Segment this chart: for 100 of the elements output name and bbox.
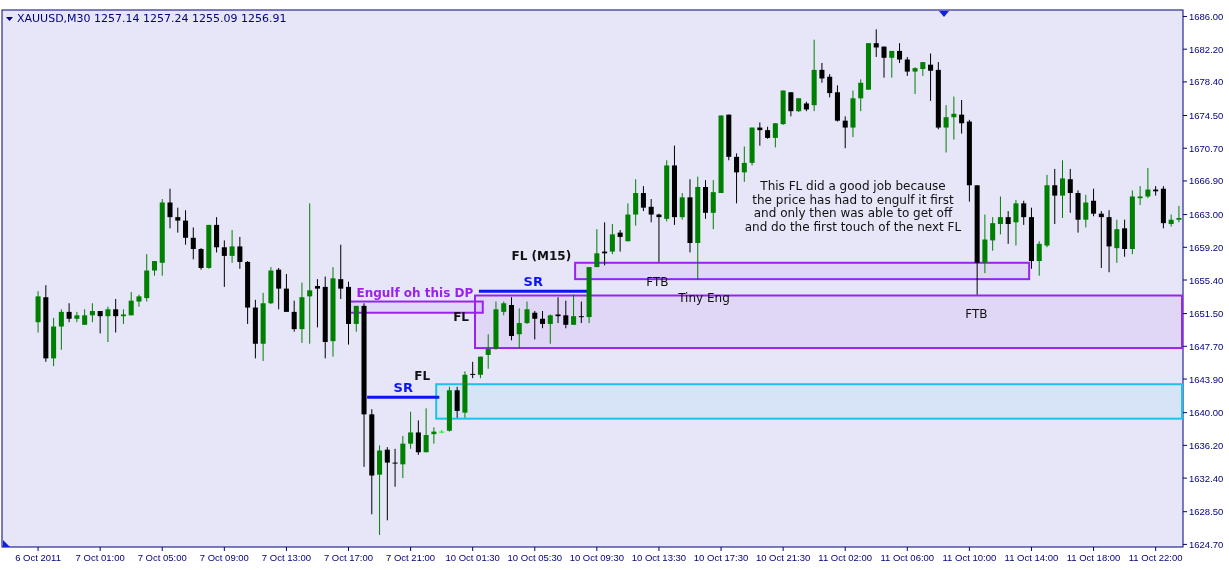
- candlestick: [283, 273, 289, 313]
- candlestick: [105, 306, 111, 343]
- candlestick: [997, 195, 1003, 235]
- x-tick-label: 10 Oct 13:30: [631, 552, 687, 563]
- candlestick: [640, 185, 646, 212]
- candlestick: [563, 300, 569, 329]
- x-tick-label: 10 Oct 21:30: [755, 552, 811, 563]
- candlestick: [58, 308, 64, 351]
- candlestick: [470, 361, 476, 379]
- candlestick: [353, 305, 359, 333]
- candlestick: [485, 333, 491, 370]
- candlestick: [881, 46, 887, 79]
- candlestick: [1137, 185, 1143, 206]
- candlestick: [1013, 199, 1019, 247]
- candlestick: [113, 298, 119, 334]
- x-tick-label: 10 Oct 17:30: [693, 552, 749, 563]
- x-tick-label: 7 Oct 01:00: [75, 552, 125, 563]
- y-tick-label: 1678.40: [1189, 76, 1224, 88]
- candlestick: [1122, 219, 1128, 258]
- y-tick-label: 1666.90: [1189, 175, 1224, 187]
- candlestick: [423, 407, 429, 453]
- y-tick-label: 1674.50: [1189, 110, 1224, 122]
- y-tick-label: 1670.70: [1189, 142, 1224, 154]
- candlestick: [291, 300, 297, 333]
- candlestick: [167, 188, 173, 229]
- y-tick-label: 1636.20: [1189, 439, 1224, 451]
- candlestick: [648, 198, 654, 223]
- candlestick: [633, 178, 639, 227]
- y-tick-label: 1655.40: [1189, 274, 1224, 286]
- ref-line-label: SR: [523, 274, 543, 290]
- candlestick: [307, 202, 313, 345]
- candlestick: [338, 244, 344, 300]
- candlestick: [237, 236, 243, 270]
- candlestick: [842, 115, 848, 149]
- annotation: Tiny Eng: [677, 291, 730, 306]
- chart-title: XAUUSD,M30 1257.14 1257.24 1255.09 1256.91: [17, 12, 287, 25]
- candlestick: [710, 179, 716, 230]
- candlestick: [190, 226, 196, 260]
- annotation: This FL did a good job because the price has had to engulf it first and only then was able to get off and do the first touch of the next FL: [744, 179, 962, 234]
- candlestick: [578, 301, 584, 324]
- candlestick: [454, 386, 460, 419]
- candlestick: [392, 448, 398, 488]
- candlestick: [990, 216, 996, 252]
- band-label: FL (M15): [511, 248, 572, 263]
- candlestick: [74, 311, 80, 323]
- candlestick: [897, 42, 903, 64]
- y-tick-label: 1632.40: [1189, 472, 1224, 484]
- band-label: FL: [453, 309, 470, 324]
- y-tick-label: 1663.00: [1189, 209, 1224, 221]
- candlestick: [214, 216, 220, 253]
- x-tick-label: 6 Oct 2011: [15, 552, 61, 563]
- candlestick: [827, 73, 833, 98]
- candlestick: [1067, 168, 1073, 214]
- candlestick: [408, 411, 414, 450]
- x-tick-label: 7 Oct 09:00: [199, 552, 249, 563]
- x-tick-label: 11 Oct 10:00: [942, 552, 997, 563]
- candlestick: [276, 267, 282, 310]
- candlestick: [928, 52, 934, 102]
- x-tick-label: 7 Oct 05:00: [137, 552, 187, 563]
- candlestick: [889, 50, 895, 79]
- candlestick: [1114, 219, 1120, 264]
- candlestick: [547, 313, 553, 345]
- x-tick-label: 11 Oct 22:00: [1128, 552, 1183, 563]
- y-tick-label: 1640.00: [1189, 407, 1224, 419]
- y-tick-label: 1647.70: [1189, 340, 1224, 352]
- y-tick-label: 1659.20: [1189, 241, 1224, 253]
- y-tick-label: 1628.50: [1189, 506, 1224, 518]
- band-label: Engulf oh this DP: [356, 285, 474, 300]
- candlestick: [858, 78, 864, 112]
- candlestick: [617, 229, 623, 253]
- candlestick: [943, 104, 949, 154]
- candlestick: [66, 302, 72, 323]
- candlestick: [183, 209, 189, 246]
- y-tick-label: 1686.00: [1189, 10, 1224, 22]
- x-tick-label: 10 Oct 01:30: [445, 552, 500, 563]
- x-tick-label: 11 Oct 14:00: [1004, 552, 1059, 563]
- y-tick-label: 1643.90: [1189, 373, 1224, 385]
- candlestick: [136, 294, 142, 308]
- candlestick: [819, 62, 825, 84]
- candlestick: [1005, 210, 1011, 245]
- x-tick-label: 7 Oct 17:00: [323, 552, 374, 563]
- y-tick-label: 1682.20: [1189, 43, 1224, 55]
- candlestick: [609, 223, 615, 255]
- candlestick: [198, 247, 204, 271]
- candlestick: [97, 310, 103, 334]
- candlestick: [400, 435, 406, 479]
- annotation: FTB: [965, 306, 988, 321]
- candlestick: [175, 207, 181, 234]
- y-tick-label: 1651.50: [1189, 308, 1224, 320]
- candlestick: [741, 146, 747, 183]
- x-tick-label: 10 Oct 05:30: [507, 552, 562, 563]
- candlestick: [904, 56, 910, 77]
- candlestick: [1021, 200, 1027, 226]
- candlestick: [1059, 159, 1066, 219]
- candlestick: [772, 122, 778, 148]
- candlestick: [532, 310, 538, 340]
- y-tick-label: 1624.70: [1189, 538, 1224, 550]
- x-tick-label: 11 Oct 18:00: [1066, 552, 1121, 563]
- candlestick: [516, 307, 522, 350]
- candlestick: [1091, 188, 1097, 217]
